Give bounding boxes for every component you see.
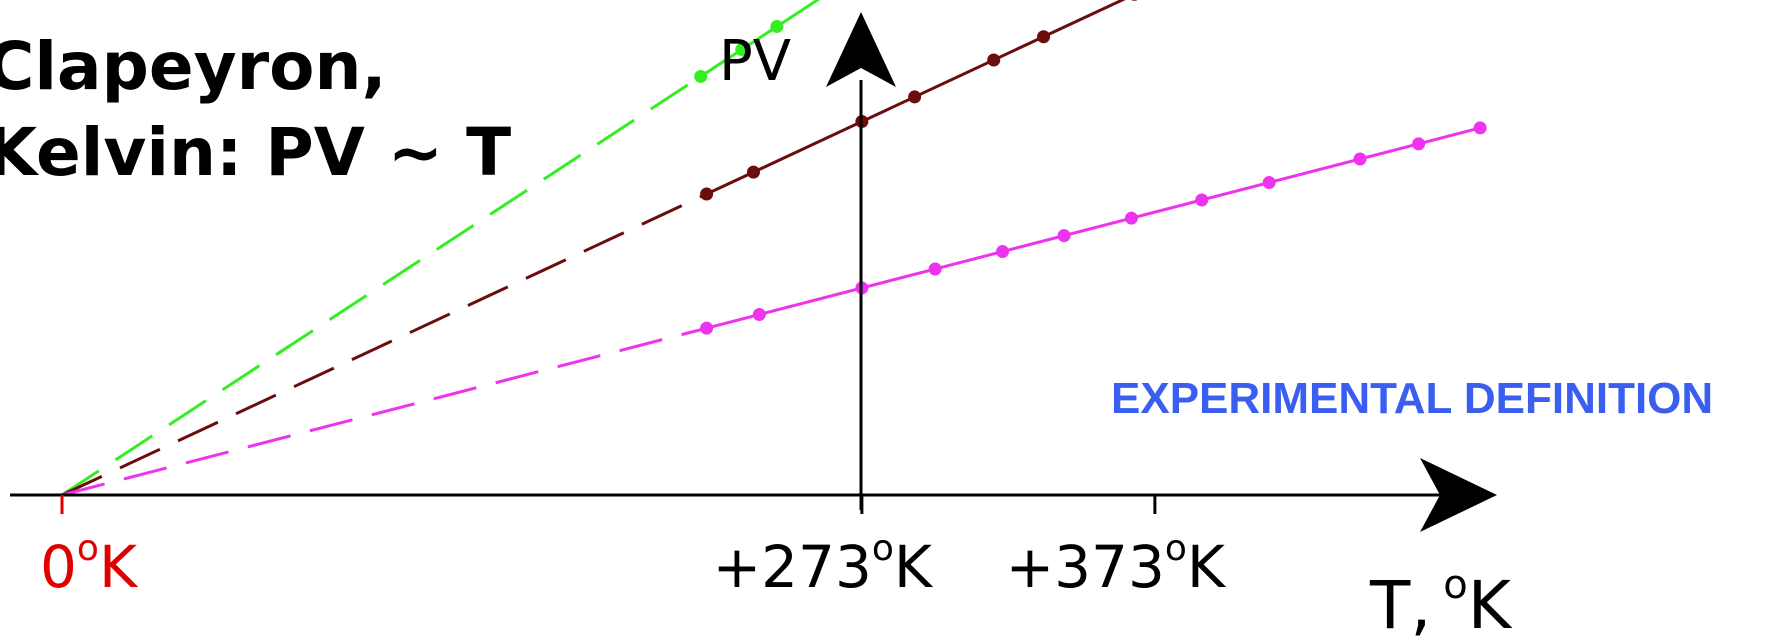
series-3-point xyxy=(1195,193,1209,207)
x-axis-label: T, oK xyxy=(1369,562,1513,640)
series-2-measured-line xyxy=(705,0,1126,196)
series-3 xyxy=(61,121,1487,497)
x-axis-label-unit: K xyxy=(1468,567,1513,640)
series-3-point xyxy=(1124,211,1138,225)
x-axis-arrowhead xyxy=(1420,458,1497,532)
series-1-point xyxy=(735,43,749,57)
series-2-point xyxy=(987,53,1001,67)
series-3-point xyxy=(1473,121,1487,135)
x-axis-label-degree: o xyxy=(1443,562,1467,608)
axes-layer xyxy=(10,12,1497,532)
series-1 xyxy=(61,0,821,497)
series-2-extrapolation xyxy=(61,192,708,497)
x-tick-label: 0oK xyxy=(40,528,139,601)
series-3-measured-line xyxy=(706,126,1481,330)
series-3-point xyxy=(752,308,766,322)
series-3-point xyxy=(1353,152,1367,166)
series-2-point xyxy=(746,165,760,179)
x-axis-label-base: T, xyxy=(1369,567,1431,640)
x-tick-label: +373oK xyxy=(1006,528,1227,601)
series-3-extrapolation xyxy=(61,326,707,497)
heading-line-1: Clapeyron, xyxy=(0,28,387,105)
series-2-point xyxy=(908,90,922,104)
y-axis-label: PV xyxy=(719,29,791,94)
series-2-point xyxy=(1037,30,1051,44)
series-3-point xyxy=(700,321,714,335)
series-1-measured-line xyxy=(699,0,821,78)
series-1-point xyxy=(770,20,784,34)
series-3-point xyxy=(1412,137,1426,151)
series-layer xyxy=(61,0,1487,497)
series-3-point xyxy=(1262,176,1276,190)
series-2-point xyxy=(700,187,714,201)
x-tick-label: +273oK xyxy=(713,528,934,601)
y-axis-arrowhead xyxy=(826,12,896,87)
series-3-point xyxy=(1057,229,1071,243)
series-3-point xyxy=(996,245,1010,259)
heading-line-2: Kelvin: PV ~ T xyxy=(0,114,512,191)
tick-layer: 0oK +273oK +373oK xyxy=(40,495,1227,601)
series-3-point xyxy=(928,262,942,276)
experimental-definition-label: EXPERIMENTAL DEFINITION xyxy=(1111,374,1714,423)
series-1-point xyxy=(694,69,708,83)
series-2-point xyxy=(1131,0,1138,1)
